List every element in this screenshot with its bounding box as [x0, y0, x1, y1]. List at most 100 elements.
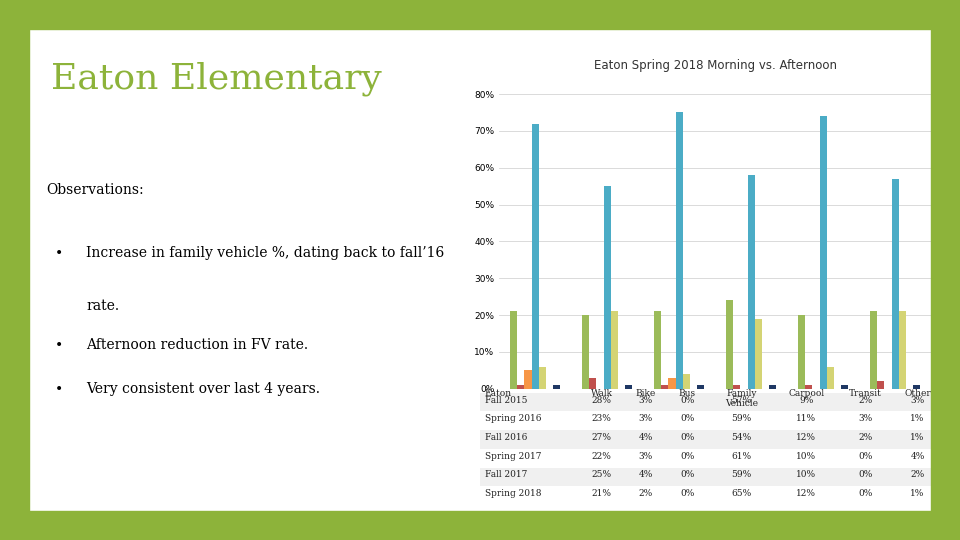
- Text: 3%: 3%: [638, 414, 653, 423]
- Text: 54%: 54%: [732, 433, 752, 442]
- Bar: [604, 186, 611, 389]
- Bar: [611, 312, 618, 389]
- Bar: [480, 430, 941, 449]
- Text: 0%: 0%: [680, 489, 694, 498]
- Text: 10%: 10%: [796, 470, 816, 480]
- Text: 2%: 2%: [858, 396, 873, 404]
- Text: 61%: 61%: [732, 452, 752, 461]
- Text: 9%: 9%: [799, 396, 813, 404]
- Bar: [798, 315, 805, 389]
- Text: 3%: 3%: [858, 414, 873, 423]
- Text: 4%: 4%: [638, 433, 653, 442]
- Bar: [733, 385, 740, 389]
- Text: 57%: 57%: [732, 396, 752, 404]
- Bar: [539, 367, 546, 389]
- Bar: [676, 112, 683, 389]
- Text: Carpool: Carpool: [788, 389, 825, 398]
- Text: Other: Other: [904, 389, 931, 398]
- Text: 65%: 65%: [732, 489, 752, 498]
- Text: Walk: Walk: [590, 389, 612, 398]
- Text: 0%: 0%: [680, 414, 694, 423]
- Text: 0%: 0%: [680, 452, 694, 461]
- Text: 0%: 0%: [858, 489, 873, 498]
- Text: 4%: 4%: [638, 470, 653, 480]
- Text: 4%: 4%: [910, 452, 924, 461]
- Text: 1%: 1%: [910, 414, 924, 423]
- Bar: [877, 381, 884, 389]
- Title: Eaton Spring 2018 Morning vs. Afternoon: Eaton Spring 2018 Morning vs. Afternoon: [593, 59, 837, 72]
- Text: Fall 2017: Fall 2017: [485, 470, 527, 480]
- Bar: [697, 385, 705, 389]
- Bar: [480, 449, 941, 468]
- Bar: [480, 393, 941, 411]
- Text: 0%: 0%: [680, 433, 694, 442]
- Text: 3%: 3%: [638, 396, 653, 404]
- Text: Spring 2018: Spring 2018: [485, 489, 541, 498]
- Bar: [870, 312, 877, 389]
- Text: Eaton: Eaton: [485, 389, 512, 398]
- Text: 12%: 12%: [796, 433, 816, 442]
- Text: Increase in family vehicle %, dating back to fall’16: Increase in family vehicle %, dating bac…: [86, 246, 444, 260]
- Bar: [668, 378, 676, 389]
- Text: 21%: 21%: [591, 489, 612, 498]
- Text: 0%: 0%: [858, 452, 873, 461]
- Bar: [517, 385, 524, 389]
- Text: Observations:: Observations:: [46, 183, 144, 197]
- Text: 2%: 2%: [910, 470, 924, 480]
- Bar: [524, 370, 532, 389]
- Bar: [582, 315, 589, 389]
- Bar: [661, 385, 668, 389]
- Bar: [654, 312, 661, 389]
- Text: 0%: 0%: [680, 396, 694, 404]
- Text: 22%: 22%: [591, 452, 612, 461]
- Text: Eaton Elementary: Eaton Elementary: [51, 61, 382, 96]
- Text: •: •: [56, 382, 63, 396]
- Text: 11%: 11%: [796, 414, 816, 423]
- Bar: [841, 385, 849, 389]
- Bar: [532, 124, 539, 389]
- Text: 28%: 28%: [591, 396, 612, 404]
- Text: Bike: Bike: [636, 389, 656, 398]
- Text: 25%: 25%: [591, 470, 612, 480]
- Bar: [683, 374, 690, 389]
- Text: Spring 2017: Spring 2017: [485, 452, 541, 461]
- Text: 1%: 1%: [910, 489, 924, 498]
- Text: 12%: 12%: [796, 489, 816, 498]
- Text: Bus: Bus: [679, 389, 696, 398]
- Text: Afternoon reduction in FV rate.: Afternoon reduction in FV rate.: [86, 338, 308, 352]
- Bar: [625, 385, 633, 389]
- Bar: [805, 385, 812, 389]
- Text: Transit: Transit: [850, 389, 882, 398]
- Bar: [827, 367, 834, 389]
- Text: •: •: [56, 338, 63, 352]
- Text: 27%: 27%: [591, 433, 612, 442]
- Bar: [480, 487, 941, 505]
- Text: 23%: 23%: [591, 414, 612, 423]
- Text: 59%: 59%: [732, 414, 752, 423]
- Text: 10%: 10%: [796, 452, 816, 461]
- Text: 2%: 2%: [858, 433, 873, 442]
- Text: 0%: 0%: [680, 470, 694, 480]
- Text: Fall 2015: Fall 2015: [485, 396, 527, 404]
- Text: rate.: rate.: [86, 299, 119, 313]
- Bar: [480, 411, 941, 430]
- Text: Fall 2016: Fall 2016: [485, 433, 527, 442]
- Bar: [553, 385, 561, 389]
- Bar: [820, 116, 827, 389]
- Text: 0%: 0%: [858, 470, 873, 480]
- Text: 3%: 3%: [910, 396, 924, 404]
- Bar: [769, 385, 777, 389]
- Bar: [589, 378, 596, 389]
- Text: 1%: 1%: [910, 433, 924, 442]
- Bar: [510, 312, 517, 389]
- Text: 59%: 59%: [732, 470, 752, 480]
- Bar: [755, 319, 762, 389]
- Text: 2%: 2%: [638, 489, 653, 498]
- Bar: [892, 179, 899, 389]
- Bar: [480, 468, 941, 487]
- Bar: [899, 312, 906, 389]
- Text: 3%: 3%: [638, 452, 653, 461]
- Text: Family
Vehicle: Family Vehicle: [725, 389, 758, 408]
- Bar: [913, 385, 921, 389]
- Text: •: •: [56, 246, 63, 260]
